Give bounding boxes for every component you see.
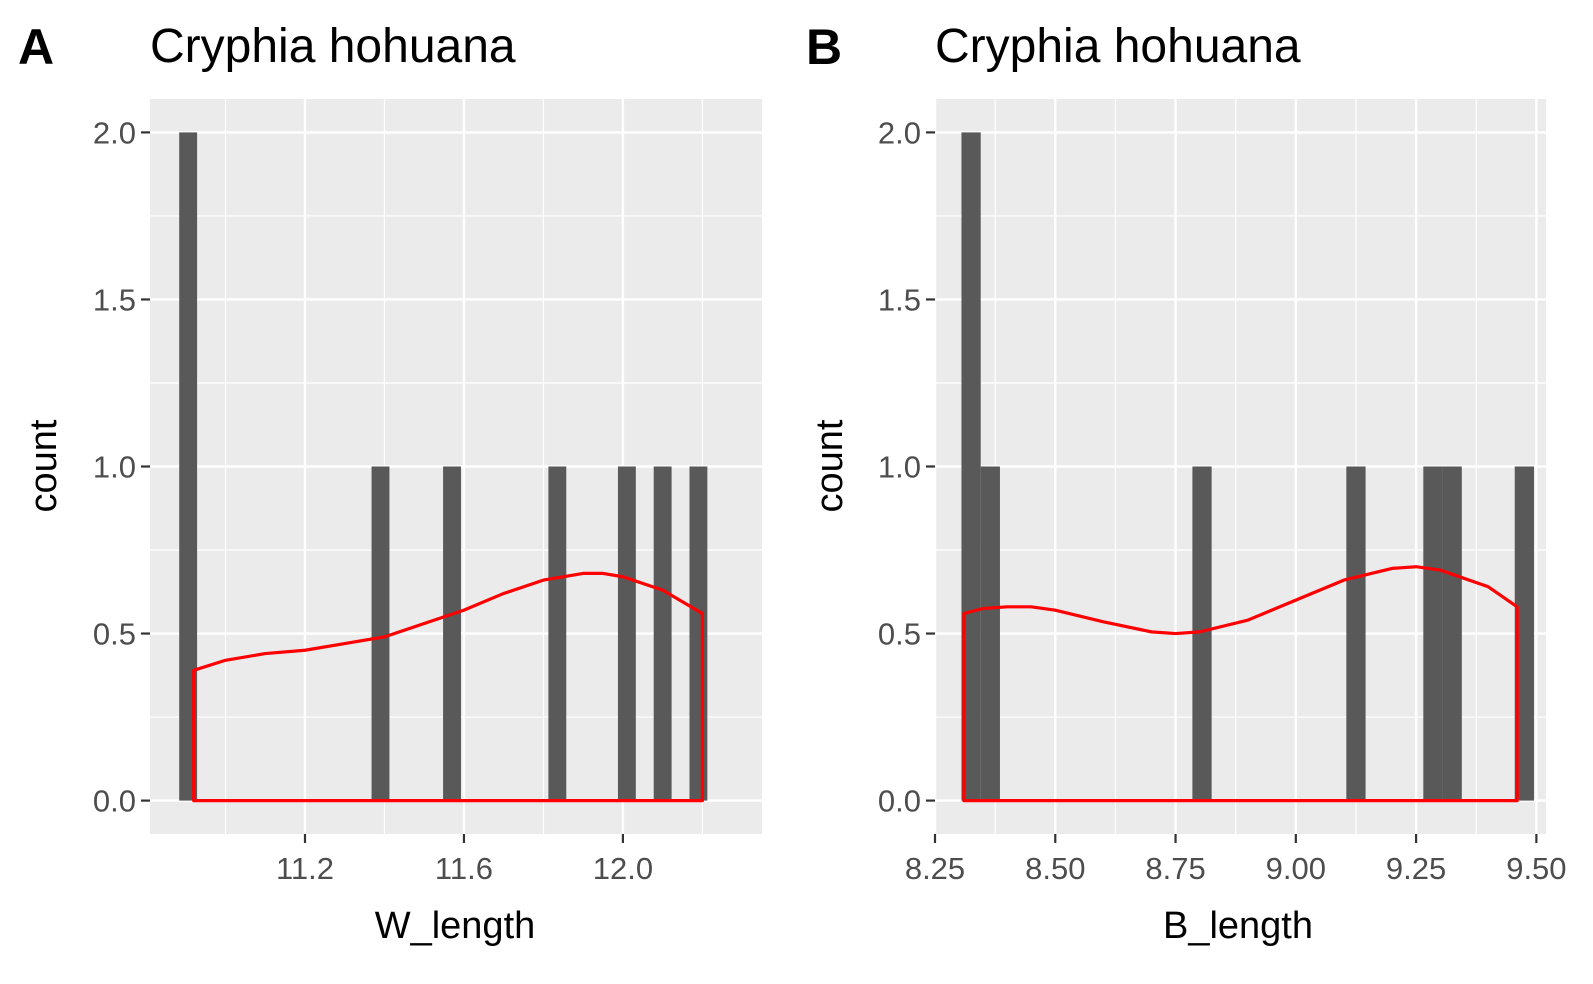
- panel-a-x-tick-label: 11.6: [435, 851, 493, 886]
- panel-a-label: A: [18, 19, 54, 75]
- panel-b-label: B: [806, 19, 842, 75]
- panel-b-histogram-bar: [961, 132, 981, 801]
- panel-a-y-axis-label: count: [23, 419, 65, 512]
- panel-a-histogram-bar: [689, 466, 708, 801]
- panel-a-histogram-bar: [371, 466, 390, 801]
- panel-a-x-axis-label: W_length: [375, 905, 536, 947]
- panel-a-y-tick-label: 0.0: [93, 784, 136, 819]
- panel-b-density-curve: [962, 565, 1519, 803]
- panel-b: B Cryphia hohuana 0.0 0.5 1.0 1.5 2.0 8.25 8.5…: [806, 19, 1567, 947]
- panel-b-x-tick-label: 9.25: [1386, 851, 1446, 886]
- panel-b-histogram-bar: [1192, 466, 1212, 801]
- panel-b-y-tick-label: 0.0: [878, 784, 921, 819]
- panel-b-histogram-bar: [1423, 466, 1443, 801]
- panel-a-histogram-bar: [443, 466, 461, 801]
- panel-b-x-tick-label: 8.25: [905, 851, 965, 886]
- panel-a-y-tick-label: 1.0: [93, 450, 136, 485]
- panel-b-y-tick-label: 2.0: [878, 115, 921, 150]
- panel-b-plot-area: 0.0 0.5 1.0 1.5 2.0 8.25 8.50 8.75 9.00 9.25 9.50: [878, 99, 1567, 886]
- panel-b-x-tick-label: 9.00: [1266, 851, 1326, 886]
- panel-a-y-tick-label: 1.5: [93, 282, 136, 317]
- panel-b-x-axis-label: B_length: [1163, 905, 1313, 947]
- panel-b-x-tick-label: 9.50: [1506, 851, 1566, 886]
- panel-b-x-tick-label: 8.50: [1025, 851, 1085, 886]
- panel-a-title: Cryphia hohuana: [150, 20, 516, 73]
- panel-a-plot-area: 0.0 0.5 1.0 1.5 2.0 11.2 11.6 12.0: [93, 99, 762, 886]
- panel-a: A Cryphia hohuana 0.0 0.5 1.0 1.5 2.0 11.2 11.…: [18, 19, 762, 947]
- panel-a-y-tick-label: 2.0: [93, 115, 136, 150]
- panel-b-histogram-bar: [1514, 466, 1534, 801]
- panel-a-histogram-bar: [548, 466, 567, 801]
- panel-a-x-tick-label: 12.0: [593, 851, 653, 886]
- panel-b-histogram-bar: [980, 466, 1000, 801]
- panel-b-y-axis-label: count: [809, 419, 851, 512]
- panel-a-histogram-bar: [179, 132, 198, 801]
- panel-b-histogram-bar: [1442, 466, 1462, 801]
- panel-a-histogram-bar: [617, 466, 636, 801]
- panel-b-x-tick-label: 8.75: [1145, 851, 1205, 886]
- panel-a-y-tick-label: 0.5: [93, 617, 136, 652]
- panel-a-density-curve: [192, 571, 704, 803]
- panel-b-y-tick-label: 0.5: [878, 617, 921, 652]
- panel-a-x-tick-label: 11.2: [276, 851, 334, 886]
- panel-a-histogram-bar: [653, 466, 672, 801]
- panel-b-title: Cryphia hohuana: [935, 20, 1301, 73]
- panel-b-y-tick-label: 1.5: [878, 282, 921, 317]
- panel-b-histogram-bar: [1346, 466, 1366, 801]
- panel-b-y-tick-label: 1.0: [878, 450, 921, 485]
